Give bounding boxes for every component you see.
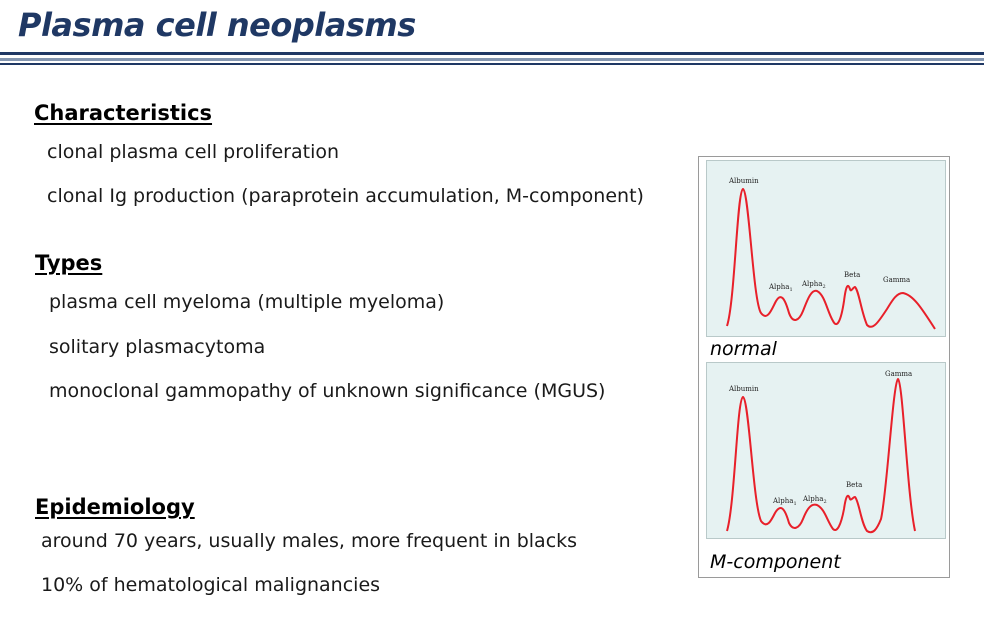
slide-title: Plasma cell neoplasms: [18, 6, 416, 44]
title-rule-bottom: [0, 63, 984, 65]
normal-albumin-label: Albumin: [728, 177, 759, 185]
types-item: monoclonal gammopathy of unknown signifi…: [49, 380, 606, 402]
m-component-gamma-label: Gamma: [885, 370, 912, 378]
normal-alpha2-label: Alpha2: [801, 280, 826, 290]
epidemiology-item: 10% of hematological malignancies: [41, 574, 381, 596]
normal-alpha1-label: Alpha1: [768, 283, 793, 293]
normal-beta-label: Beta: [844, 271, 860, 279]
m-component-albumin-label: Albumin: [728, 385, 759, 393]
m-component-caption: M-component: [710, 551, 841, 573]
normal-electrophoresis-svg: Albumin Alpha1 Alpha2 Beta Gamma: [726, 177, 936, 330]
normal-gamma-label: Gamma: [883, 276, 910, 284]
normal-electrophoresis-plot: Albumin Alpha1 Alpha2 Beta Gamma: [706, 160, 946, 337]
title-rule-top: [0, 52, 984, 55]
m-component-alpha1-label: Alpha1: [772, 497, 797, 507]
m-component-beta-label: Beta: [846, 481, 862, 489]
types-item: plasma cell myeloma (multiple myeloma): [49, 291, 445, 313]
m-component-electrophoresis-svg: Albumin Alpha1 Alpha2 Beta Gamma: [726, 370, 916, 534]
characteristics-item: clonal plasma cell proliferation: [47, 141, 340, 163]
types-heading: Types: [35, 251, 103, 275]
m-component-alpha2-label: Alpha2: [802, 495, 827, 505]
characteristics-item: clonal Ig production (paraprotein accumu…: [47, 185, 644, 207]
normal-trace-line: [726, 188, 936, 330]
types-item: solitary plasmacytoma: [49, 336, 266, 358]
normal-caption: normal: [710, 338, 777, 360]
m-component-trace-line: [726, 378, 916, 534]
m-component-electrophoresis-plot: Albumin Alpha1 Alpha2 Beta Gamma: [706, 362, 946, 539]
title-rule-middle: [0, 58, 984, 61]
characteristics-heading: Characteristics: [34, 101, 213, 125]
epidemiology-item: around 70 years, usually males, more fre…: [41, 530, 578, 552]
epidemiology-heading: Epidemiology: [35, 495, 195, 519]
